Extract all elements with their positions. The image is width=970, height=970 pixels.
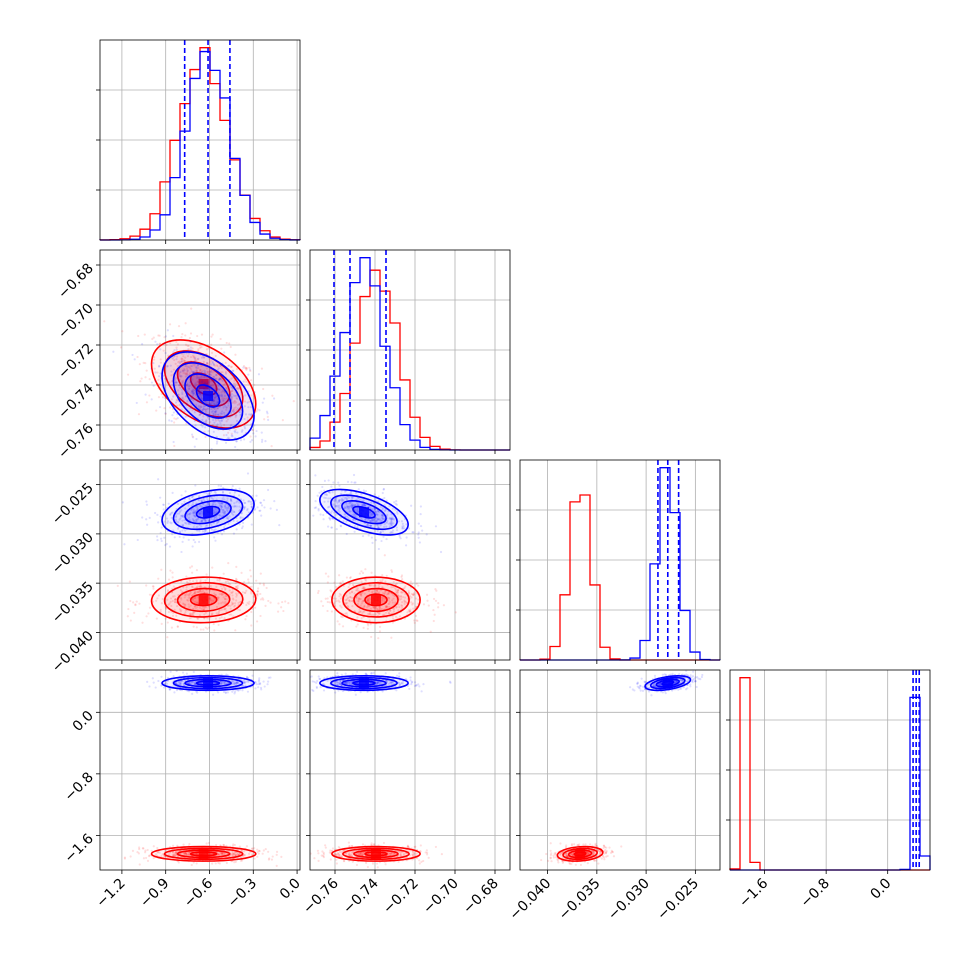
x-tick-label: −0.6: [181, 875, 216, 910]
hist-panel-3: [726, 669, 931, 871]
hist-red-3: [729, 677, 930, 871]
x-tick-label: 0.0: [277, 876, 304, 903]
x-tick-label: −0.9: [137, 876, 172, 911]
y-tick-label: −0.76: [55, 420, 97, 462]
x-tick-label: −0.040: [506, 876, 554, 924]
x-tick-label: −0.030: [605, 876, 653, 924]
hist-blue-3: [730, 696, 931, 871]
x-tick-label: −0.025: [654, 876, 702, 924]
y-tick-label: −0.035: [49, 579, 97, 627]
x-tick-label: −0.8: [798, 876, 833, 911]
y-tick-label: −0.030: [49, 529, 97, 577]
density-panel-2-1: [309, 459, 511, 661]
x-tick-label: −1.2: [93, 876, 128, 911]
y-tick-label: −0.025: [49, 480, 97, 528]
hist-panel-1: [306, 249, 511, 451]
density-panel-1-0: [99, 249, 301, 451]
x-tick-label: −0.72: [380, 876, 422, 918]
density-panel-3-2: [519, 669, 721, 871]
x-tick-label: −0.68: [460, 876, 502, 918]
x-tick-label: −0.035: [556, 876, 604, 924]
y-tick-label: −0.74: [55, 380, 97, 422]
x-tick-label: −1.6: [736, 875, 771, 910]
hist-blue-2: [520, 467, 721, 661]
y-tick-label: 0.0: [70, 708, 97, 735]
density-panel-3-0: [99, 669, 301, 871]
y-tick-label: −0.68: [55, 261, 97, 303]
hist-panel-0: [96, 39, 301, 241]
x-tick-label: −0.76: [300, 875, 342, 917]
x-tick-label: −0.3: [225, 876, 260, 911]
y-tick-label: −0.040: [49, 628, 97, 676]
density-panel-2-0: [99, 459, 301, 661]
y-tick-label: −1.6: [61, 831, 96, 866]
scatter-blue: [112, 329, 276, 450]
hist-panel-2: [516, 459, 721, 661]
hist-blue-0: [99, 50, 301, 241]
density-panel-3-1: [309, 669, 511, 871]
x-tick-label: −0.74: [340, 875, 382, 917]
y-tick-label: −0.8: [61, 769, 96, 804]
x-tick-label: 0.0: [867, 876, 894, 903]
y-tick-label: −0.70: [55, 301, 97, 343]
y-tick-label: −0.72: [55, 341, 97, 383]
x-tick-label: −0.70: [420, 876, 462, 918]
